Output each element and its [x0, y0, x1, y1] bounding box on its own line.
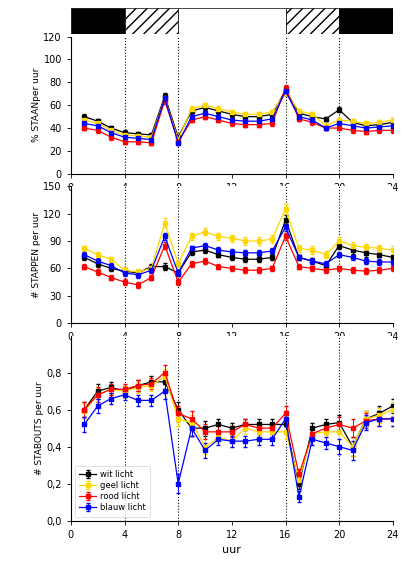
X-axis label: uur: uur	[222, 546, 241, 555]
Bar	[125, 8, 178, 34]
Bar	[286, 8, 339, 34]
Text: M: M	[145, 0, 158, 1]
Legend: wit licht, geel licht, rood licht, blauw licht: wit licht, geel licht, rood licht, blauw…	[75, 466, 150, 517]
Bar	[71, 8, 125, 34]
Text: M: M	[293, 0, 305, 1]
Bar	[339, 8, 393, 34]
Bar	[178, 8, 286, 34]
Y-axis label: # STABOUTS per uur: # STABOUTS per uur	[34, 381, 44, 475]
Y-axis label: # STAPPEN per uur: # STAPPEN per uur	[32, 212, 40, 298]
Y-axis label: % STAANper uur: % STAANper uur	[32, 68, 40, 142]
